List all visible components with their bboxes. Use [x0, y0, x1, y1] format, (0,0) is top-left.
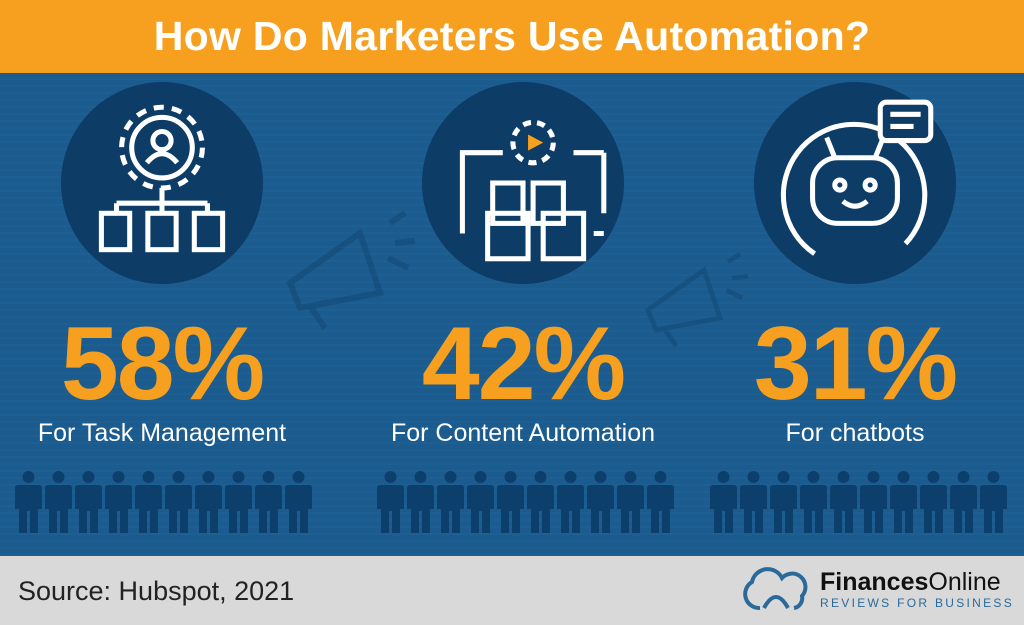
person-icon	[285, 471, 312, 533]
person-icon	[740, 471, 767, 533]
person	[377, 471, 404, 538]
page-title: How Do Marketers Use Automation?	[153, 13, 871, 59]
person-icon	[587, 471, 614, 533]
gear-workflow-icon	[459, 119, 607, 262]
person	[770, 471, 797, 538]
task-management-icon-circle	[61, 82, 263, 284]
person	[225, 471, 252, 538]
person	[800, 471, 827, 538]
person	[135, 471, 162, 538]
person	[45, 471, 72, 538]
person	[255, 471, 282, 538]
person-icon	[800, 471, 827, 533]
person	[165, 471, 192, 538]
brand-bold: Finances	[820, 568, 929, 596]
person	[527, 471, 554, 538]
person-icon	[950, 471, 977, 533]
person-icon	[647, 471, 674, 533]
cloud-logo-icon	[743, 567, 808, 610]
person-icon	[195, 471, 222, 533]
person	[617, 471, 644, 538]
person-icon	[860, 471, 887, 533]
person	[950, 471, 977, 538]
people-row	[15, 471, 312, 538]
person-icon	[165, 471, 192, 533]
person	[15, 471, 42, 538]
person-icon	[527, 471, 554, 533]
person	[920, 471, 947, 538]
person	[75, 471, 102, 538]
person-icon	[830, 471, 857, 533]
person	[860, 471, 887, 538]
footer: Source: Hubspot, 2021 FinancesOnline REV…	[0, 556, 1024, 625]
chatbots-icon-circle	[754, 82, 956, 284]
person-icon	[15, 471, 42, 533]
person-icon	[557, 471, 584, 533]
person-icon	[75, 471, 102, 533]
person-icon	[135, 471, 162, 533]
megaphone-icon	[645, 252, 749, 348]
person-icon	[105, 471, 132, 533]
person	[830, 471, 857, 538]
person-icon	[437, 471, 464, 533]
brand-light: Online	[928, 568, 1001, 596]
person	[105, 471, 132, 538]
person-icon	[920, 471, 947, 533]
person-icon	[225, 471, 252, 533]
person-icon	[890, 471, 917, 533]
person-icon	[710, 471, 737, 533]
person-icon	[377, 471, 404, 533]
person	[285, 471, 312, 538]
person-icon	[255, 471, 282, 533]
source-text: Source: Hubspot, 2021	[18, 576, 295, 606]
brand-name: FinancesOnline	[820, 568, 1014, 596]
person-icon	[980, 471, 1007, 533]
content-automation-icon-circle	[422, 82, 624, 284]
people-row	[377, 471, 674, 538]
stat-label-chatbots: For chatbots	[785, 419, 925, 447]
person	[467, 471, 494, 538]
person	[710, 471, 737, 538]
person	[980, 471, 1007, 538]
person-icon	[497, 471, 524, 533]
person	[890, 471, 917, 538]
person	[407, 471, 434, 538]
stat-label-content-automation: For Content Automation	[390, 419, 656, 447]
person	[587, 471, 614, 538]
person	[740, 471, 767, 538]
person	[195, 471, 222, 538]
person	[437, 471, 464, 538]
gear-person-documents-icon	[98, 104, 226, 253]
megaphone-icon	[286, 210, 416, 330]
person-icon	[45, 471, 72, 533]
person	[647, 471, 674, 538]
main-panel: 58% For Task Management 42% For Content …	[0, 73, 1024, 556]
financesonline-logo: FinancesOnline REVIEWS FOR BUSINESS	[740, 566, 1014, 612]
person	[557, 471, 584, 538]
person-icon	[770, 471, 797, 533]
brand-tagline: REVIEWS FOR BUSINESS	[820, 596, 1015, 610]
people-row	[710, 471, 1007, 538]
stat-value-chatbots: 31%	[753, 306, 958, 422]
chatbot-icon	[780, 99, 934, 256]
stat-label-task-management: For Task Management	[37, 419, 287, 447]
person-icon	[407, 471, 434, 533]
header-banner: How Do Marketers Use Automation?	[0, 0, 1024, 73]
stat-value-content-automation: 42%	[421, 306, 626, 422]
person-icon	[617, 471, 644, 533]
person	[497, 471, 524, 538]
stat-value-task-management: 58%	[60, 306, 265, 422]
person-icon	[467, 471, 494, 533]
